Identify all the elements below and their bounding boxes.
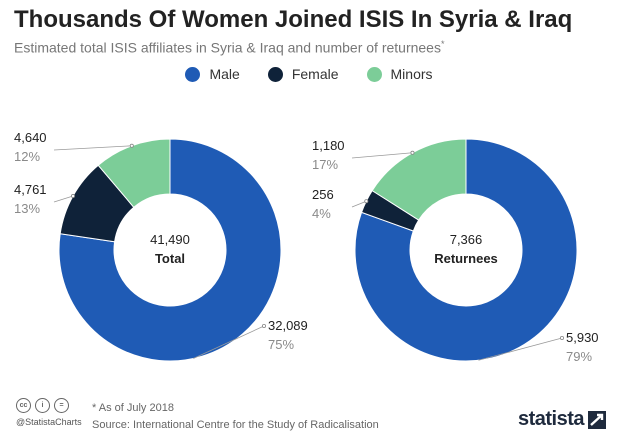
statista-logo: statista xyxy=(518,408,606,431)
percent-label-minors-2: 17% xyxy=(312,157,338,172)
footer-notes: * As of July 2018 Source: International … xyxy=(92,400,379,434)
subtitle-footnote-mark: * xyxy=(440,39,445,49)
percent-label-female-1: 13% xyxy=(14,201,40,216)
leader-dot-minors-1 xyxy=(129,143,134,148)
value-label-male-1: 32,089 xyxy=(268,318,308,333)
center-value-2: 7,366 xyxy=(450,232,483,247)
center-value-1: 41,490 xyxy=(150,232,190,247)
leader-dot-male-2 xyxy=(560,335,565,340)
leader-line-male-1 xyxy=(193,325,265,359)
attribution-icon: i xyxy=(35,398,50,413)
center-label-2: Returnees xyxy=(434,251,498,266)
legend-label-minors: Minors xyxy=(390,66,433,82)
no-derivatives-icon: = xyxy=(54,398,69,413)
leader-line-female-2 xyxy=(351,200,367,208)
legend: Male Female Minors xyxy=(0,66,618,82)
value-label-female-2: 256 xyxy=(312,187,334,202)
percent-label-male-2: 79% xyxy=(566,349,592,364)
value-label-minors-2: 1,180 xyxy=(312,138,345,153)
leader-line-minors-1 xyxy=(53,145,132,151)
leader-dot-minors-2 xyxy=(410,150,415,155)
slice-minors-2 xyxy=(371,138,467,221)
legend-label-female: Female xyxy=(291,66,339,82)
twitter-handle: @StatistaCharts xyxy=(16,417,82,427)
chart-title: Thousands Of Women Joined ISIS In Syria … xyxy=(14,6,573,33)
legend-swatch-female xyxy=(267,66,283,82)
leader-dot-male-1 xyxy=(261,323,266,328)
value-label-female-1: 4,761 xyxy=(14,182,47,197)
leader-line-minors-2 xyxy=(351,152,413,159)
slice-male-2 xyxy=(354,138,578,362)
source-note: Source: International Centre for the Stu… xyxy=(92,419,379,431)
leader-line-female-1 xyxy=(53,195,74,203)
creative-commons-icon: cc xyxy=(16,398,31,413)
leader-dot-female-1 xyxy=(70,194,75,199)
value-label-male-2: 5,930 xyxy=(566,330,599,345)
legend-item-female: Female xyxy=(267,66,339,82)
legend-swatch-minors xyxy=(366,66,382,82)
percent-label-male-1: 75% xyxy=(268,337,294,352)
legend-item-minors: Minors xyxy=(366,66,433,82)
leader-dot-female-2 xyxy=(364,199,369,204)
percent-label-female-2: 4% xyxy=(312,206,331,221)
percent-label-minors-1: 12% xyxy=(14,149,40,164)
value-label-minors-1: 4,640 xyxy=(14,130,47,145)
leader-line-male-2 xyxy=(478,337,563,361)
slice-minors-1 xyxy=(97,138,171,208)
donut-chart-1: 32,089 75% 4,761 13% 4,640 12% 41,490 Total xyxy=(14,130,308,362)
legend-swatch-male xyxy=(185,66,201,82)
license-icons: cc i = xyxy=(16,398,82,413)
legend-item-male: Male xyxy=(185,66,240,82)
donut-chart-2: 5,930 79% 256 4% 1,180 17% 7,366 Returnees xyxy=(312,138,599,364)
subtitle-text: Estimated total ISIS affiliates in Syria… xyxy=(14,39,441,56)
brand-name: statista xyxy=(517,408,585,430)
chart-subtitle: Estimated total ISIS affiliates in Syria… xyxy=(14,39,444,56)
footnote: * As of July 2018 xyxy=(92,402,174,414)
statista-logo-icon xyxy=(588,410,606,429)
slice-male-1 xyxy=(58,138,282,362)
center-label-1: Total xyxy=(155,251,185,266)
legend-label-male: Male xyxy=(209,66,240,82)
footer-license: cc i = @StatistaCharts xyxy=(16,398,82,427)
